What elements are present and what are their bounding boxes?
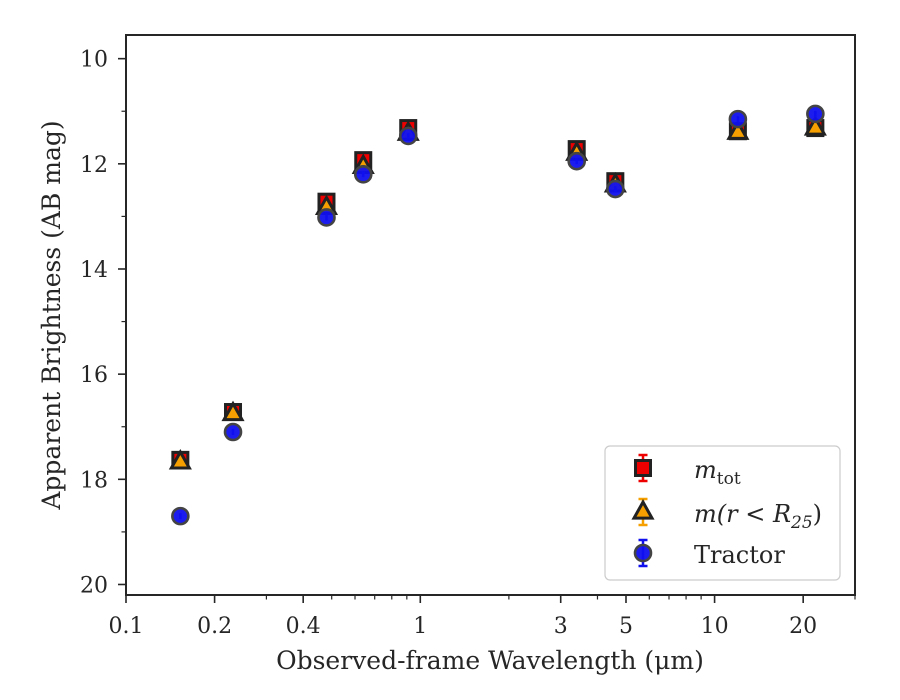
- legend-marker-square: [634, 459, 652, 477]
- legend-label-tractor: Tractor: [694, 541, 785, 569]
- y-axis-title: Apparent Brightness (AB mag): [37, 120, 66, 510]
- legend: mtot m(r < R25) Tractor: [604, 445, 841, 581]
- legend-label-mr25: m(r < R25): [694, 500, 822, 533]
- data-point-triangle: [221, 400, 245, 422]
- series-square: [171, 119, 825, 469]
- data-point-circle: [317, 208, 336, 227]
- y-tick-label: 14: [80, 258, 108, 283]
- series-circle: [171, 104, 825, 526]
- data-point-circle: [171, 506, 190, 526]
- data-point-circle: [567, 151, 587, 171]
- data-point-circle: [806, 104, 825, 124]
- data-point-triangle: [168, 448, 192, 470]
- x-axis-title: Observed-frame Wavelength (μm): [276, 646, 704, 675]
- y-tick-label: 18: [80, 468, 108, 493]
- y-tick-label: 20: [80, 573, 108, 598]
- plot-frame: [125, 34, 856, 596]
- series-triangle: [168, 115, 827, 470]
- data-point-circle: [606, 179, 625, 199]
- x-tick-label: 0.2: [197, 614, 232, 639]
- data-point-triangle: [803, 115, 827, 136]
- x-tick-label: 10: [701, 614, 729, 639]
- legend-marker-triangle: [631, 499, 655, 520]
- legend-markers: [631, 453, 655, 568]
- data-point-circle: [353, 165, 373, 184]
- y-tick-label: 12: [80, 153, 108, 178]
- x-tick-label: 1: [413, 614, 427, 639]
- x-tick-label: 0.4: [286, 614, 321, 639]
- x-tick-label: 0.1: [109, 614, 144, 639]
- legend-marker-circle: [633, 543, 653, 563]
- data-point-triangle: [726, 119, 750, 140]
- x-tick-label: 3: [554, 614, 568, 639]
- legend-box: [604, 445, 841, 581]
- x-tick-label: 20: [789, 614, 817, 639]
- axis-tick-labels: 0.1 0.2 0.4 1 3 5 10 20 10 12 14 16 18 20: [80, 48, 817, 639]
- data-point-circle: [223, 422, 243, 442]
- data-points: [168, 104, 827, 526]
- y-tick-label: 16: [80, 363, 108, 388]
- y-tick-label: 10: [80, 48, 108, 73]
- x-tick-label: 5: [619, 614, 633, 639]
- data-point-circle: [398, 126, 418, 146]
- legend-label-mtot: mtot: [694, 456, 741, 489]
- data-point-circle: [728, 109, 748, 129]
